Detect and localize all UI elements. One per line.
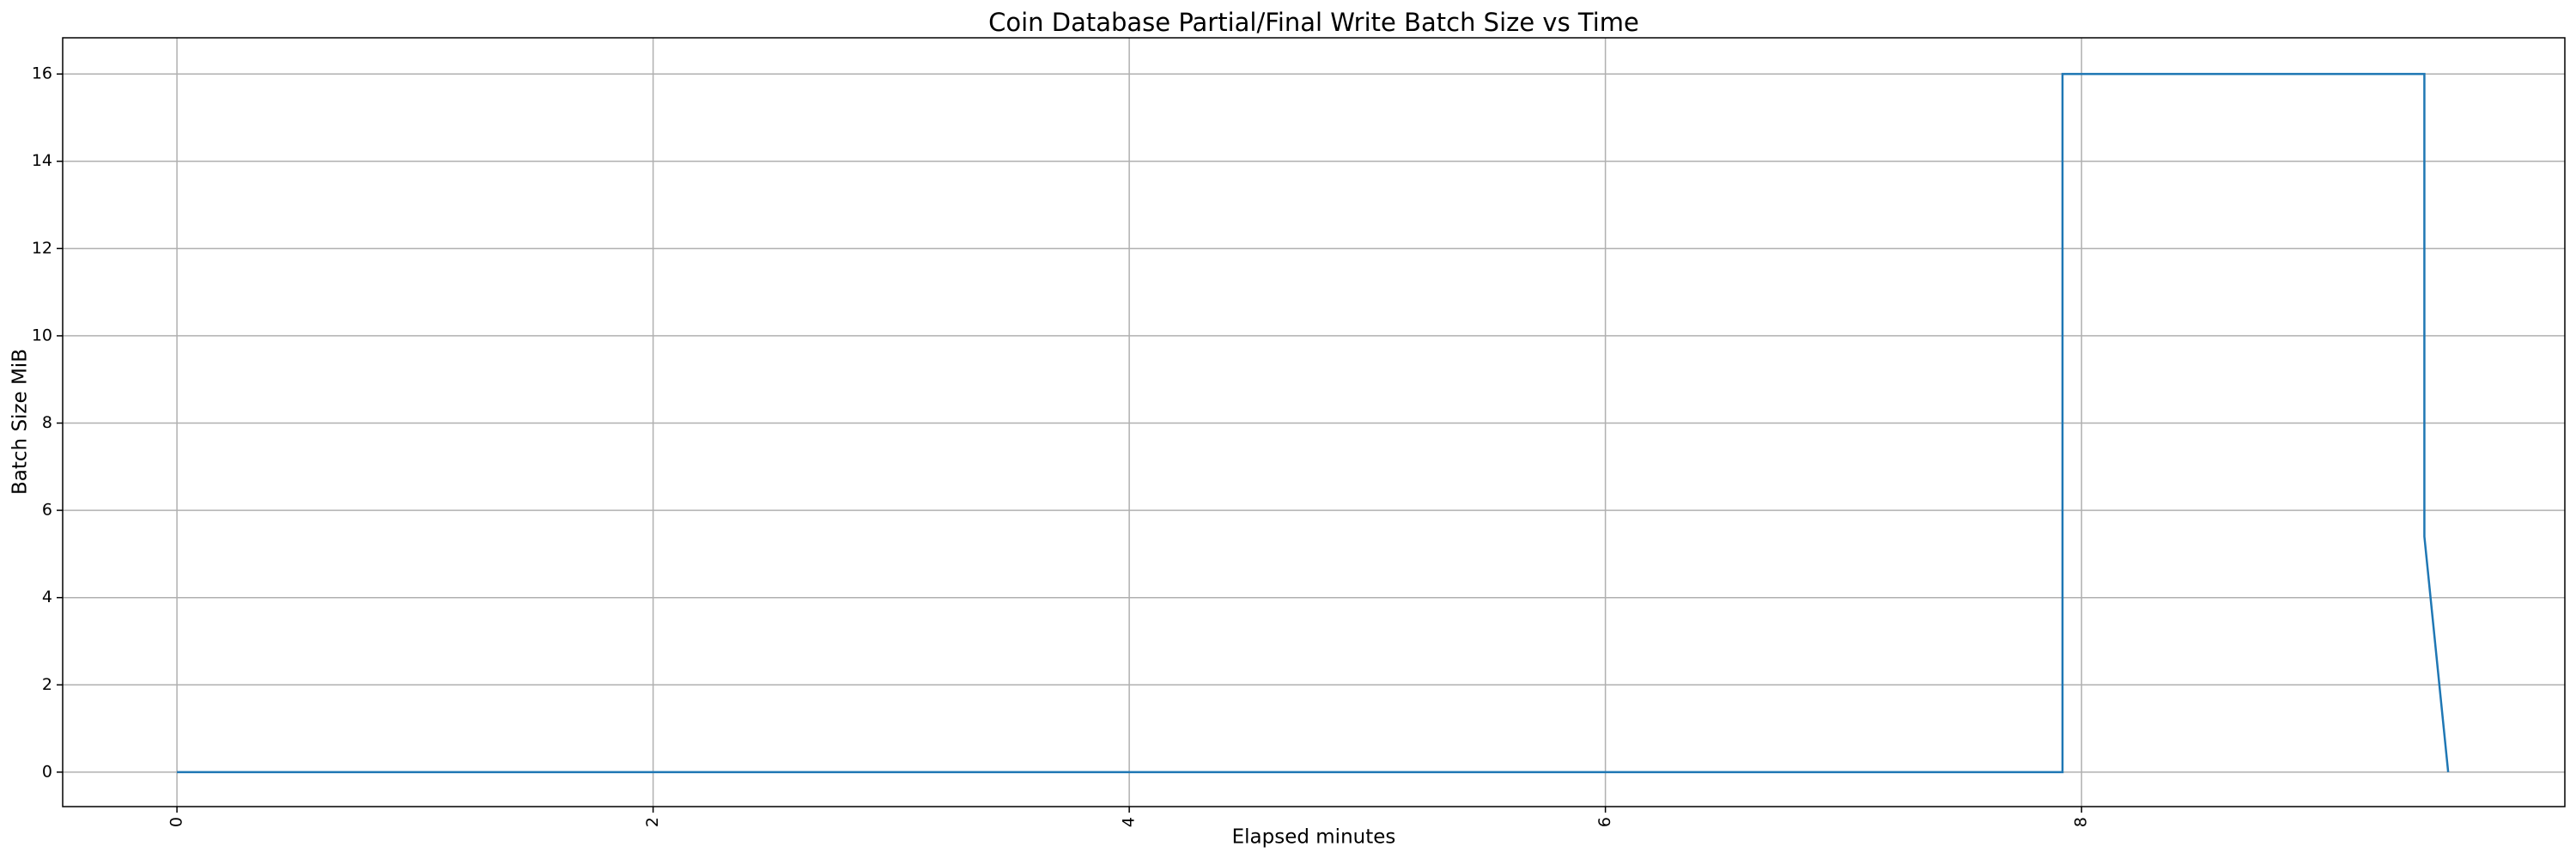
y-tick-label: 10 — [32, 326, 52, 344]
chart-title: Coin Database Partial/Final Write Batch … — [988, 8, 1639, 37]
y-tick-label: 0 — [42, 762, 52, 781]
x-axis-label: Elapsed minutes — [1232, 826, 1396, 849]
x-tick-label: 0 — [167, 817, 186, 827]
data-line — [177, 72, 2450, 774]
y-tick-label: 4 — [42, 588, 52, 606]
x-tick-label: 4 — [1120, 817, 1139, 827]
y-tick-label: 8 — [42, 413, 52, 432]
y-axis-label: Batch Size MiB — [9, 349, 32, 495]
plot-frame — [62, 37, 2566, 807]
y-tick-label: 2 — [42, 675, 52, 694]
x-tick-label: 8 — [2072, 817, 2091, 827]
y-tick-label: 16 — [32, 64, 52, 83]
y-tick-label: 14 — [32, 151, 52, 170]
x-tick-label: 2 — [643, 817, 662, 827]
y-tick-label: 12 — [32, 239, 52, 258]
y-tick-label: 6 — [42, 501, 52, 520]
x-tick-label: 6 — [1595, 817, 1614, 827]
